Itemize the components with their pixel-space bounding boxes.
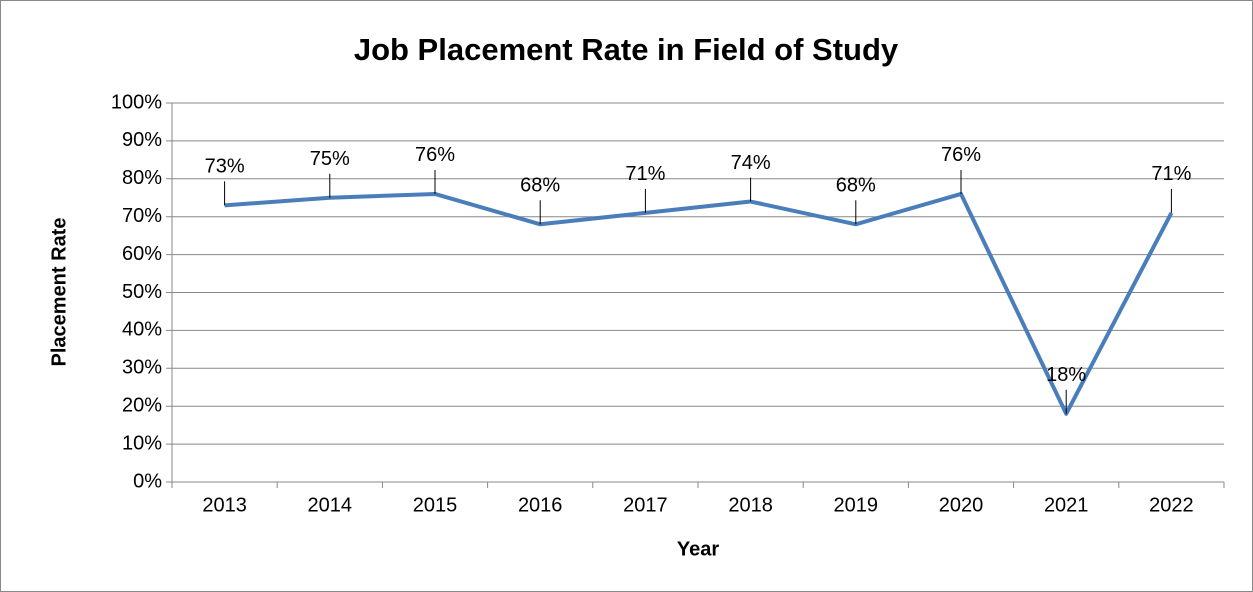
x-axis-title: Year xyxy=(677,538,719,560)
data-label: 18% xyxy=(1046,364,1086,386)
y-tick-label: 80% xyxy=(122,167,162,189)
y-tick-label: 10% xyxy=(122,432,162,454)
data-label: 75% xyxy=(310,148,350,170)
data-label: 68% xyxy=(520,175,560,197)
y-tick-label: 50% xyxy=(122,281,162,303)
y-tick-label: 100% xyxy=(111,91,162,113)
x-tick-label: 2017 xyxy=(623,494,668,516)
x-tick-label: 2016 xyxy=(518,494,563,516)
y-tick-label: 70% xyxy=(122,205,162,227)
y-tick-label: 60% xyxy=(122,243,162,265)
data-label: 68% xyxy=(836,175,876,197)
x-tick-label: 2018 xyxy=(728,494,773,516)
y-axis-title: Placement Rate xyxy=(48,218,70,367)
x-tick-label: 2019 xyxy=(834,494,879,516)
data-label: 71% xyxy=(1151,163,1191,185)
x-tick-label: 2015 xyxy=(413,494,458,516)
y-tick-label: 30% xyxy=(122,357,162,379)
x-tick-label: 2013 xyxy=(202,494,247,516)
data-label: 73% xyxy=(205,156,245,178)
y-tick-label: 0% xyxy=(133,470,162,492)
data-label: 76% xyxy=(415,144,455,166)
data-label: 71% xyxy=(625,163,665,185)
x-tick-label: 2014 xyxy=(308,494,353,516)
series-line xyxy=(224,191,1174,416)
x-tick-label: 2020 xyxy=(939,494,984,516)
y-tick-label: 90% xyxy=(122,129,162,151)
y-tick-label: 20% xyxy=(122,394,162,416)
x-tick-label: 2021 xyxy=(1044,494,1089,516)
y-tick-label: 40% xyxy=(122,319,162,341)
x-tick-label: 2022 xyxy=(1149,494,1194,516)
data-label: 76% xyxy=(941,144,981,166)
chart-title: Job Placement Rate in Field of Study xyxy=(354,32,899,67)
data-label: 74% xyxy=(731,152,771,174)
